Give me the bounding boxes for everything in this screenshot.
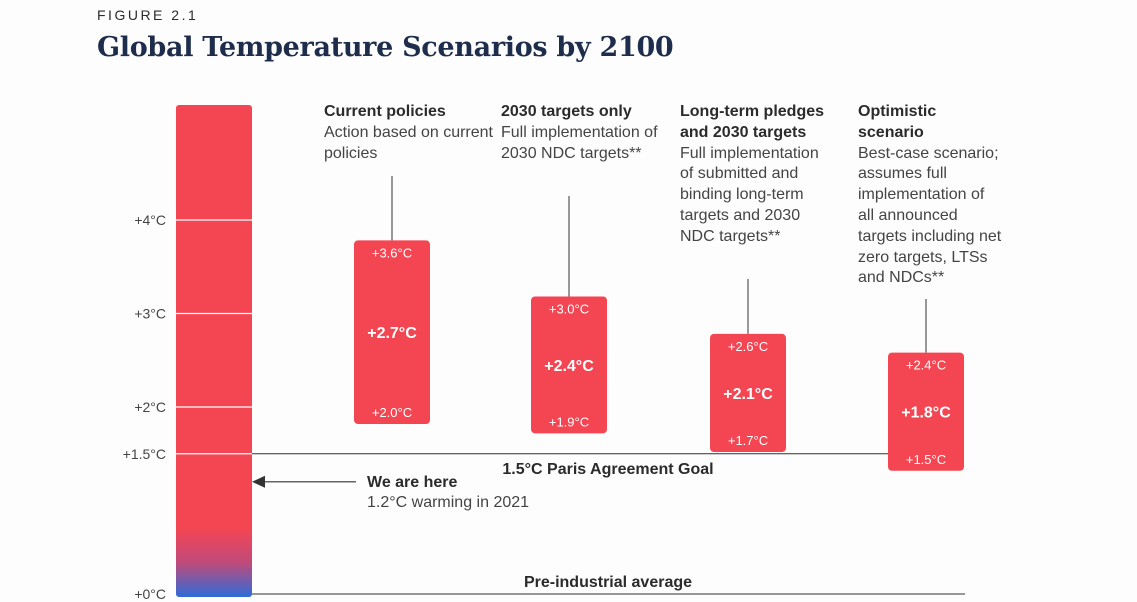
scenario-label: Current policies Action based on current … [324,102,499,164]
bar-mid-label: +1.8°C [901,405,951,422]
scenario-description: Action based on current policies [324,123,493,162]
arrow-left-icon [252,475,265,488]
bar-mid-label: +2.4°C [544,358,594,375]
bar-mid-label: +2.1°C [723,386,773,403]
bar-mid-label: +2.7°C [367,325,417,342]
bar-low-label: +1.5°C [906,452,946,467]
bar-low-label: +1.9°C [549,414,589,429]
bar-high-label: +2.6°C [728,339,768,354]
y-tick-label: +2°C [134,399,166,415]
scenario-name: Optimistic scenario [858,103,937,141]
scenario-label: Long-term pledges and 2030 targets Full i… [680,102,830,248]
scenario-description: Full implementation of 2030 NDC targets*… [501,123,658,162]
figure-label: FIGURE 2.1 [97,7,199,23]
bar-high-label: +3.6°C [372,245,412,260]
chart-title: Global Temperature Scenarios by 2100 [97,32,674,63]
bar-low-label: +1.7°C [728,433,768,448]
scenario-label: 2030 targets only Full implementation of … [501,102,676,164]
scenario-description: Full implementation of submitted and bin… [680,144,819,245]
y-tick-label: +4°C [134,212,166,228]
y-tick-label: +1.5°C [123,446,166,462]
scenario-name: Current policies [324,103,446,120]
thermometer-bar [176,105,252,597]
scenario-range-bar [354,240,430,424]
current-label: We are here [367,474,458,491]
scenario-range-bar [888,352,964,471]
y-tick-label: +3°C [134,306,166,322]
current-sublabel: 1.2°C warming in 2021 [367,494,529,511]
scenario-description: Best-case scenario; assumes full impleme… [858,144,1002,287]
scenario-name: Long-term pledges and 2030 targets [680,103,825,141]
scenario-label: Optimistic scenario Best-case scenario; a… [858,102,1003,289]
y-tick-label: +0°C [134,586,166,602]
scenario-name: 2030 targets only [501,103,632,120]
bar-low-label: +2.0°C [372,405,412,420]
scenario-range-bar [531,296,607,434]
reference-line-label: Pre-industrial average [524,574,692,591]
reference-line-label: 1.5°C Paris Agreement Goal [502,461,713,478]
scenario-range-bar [710,333,786,453]
bar-high-label: +2.4°C [906,358,946,373]
bar-high-label: +3.0°C [549,302,589,317]
